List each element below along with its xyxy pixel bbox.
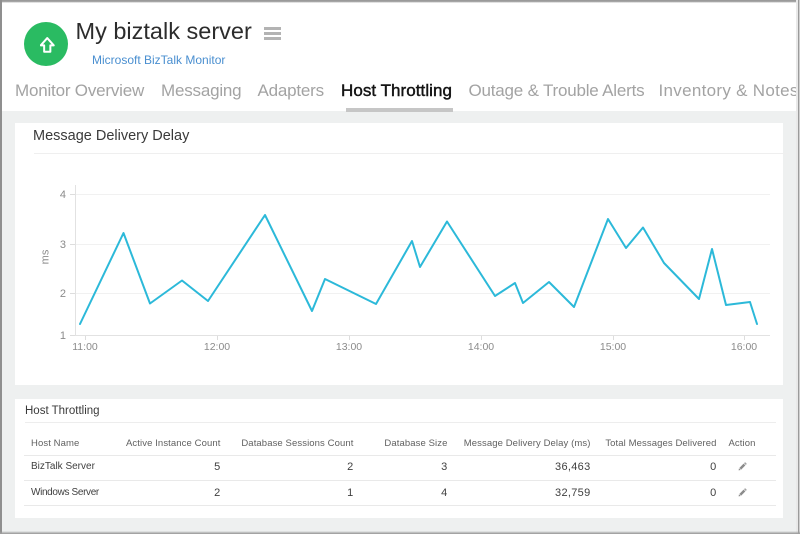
svg-text:1: 1: [60, 330, 66, 342]
svg-text:12:00: 12:00: [204, 341, 230, 353]
svg-text:15:00: 15:00: [600, 341, 626, 353]
svg-text:16:00: 16:00: [731, 341, 757, 353]
svg-text:14:00: 14:00: [468, 341, 494, 353]
svg-text:13:00: 13:00: [336, 341, 362, 353]
svg-text:3: 3: [60, 239, 66, 251]
svg-text:11:00: 11:00: [72, 341, 98, 353]
svg-text:2: 2: [60, 288, 66, 300]
svg-text:ms: ms: [40, 249, 52, 264]
svg-text:4: 4: [60, 189, 66, 201]
